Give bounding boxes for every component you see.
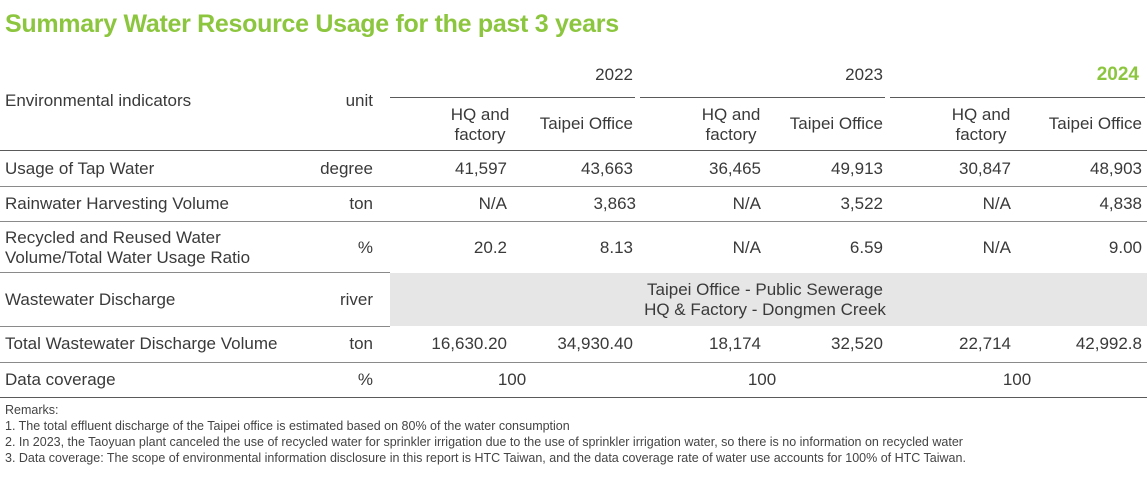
- tap-water-2023-taipei: 49,913: [831, 159, 883, 178]
- rainwater-2023-hq: N/A: [732, 194, 761, 213]
- coverage-2023: 100: [747, 370, 777, 389]
- subheader-hq-2022: HQ and factory: [450, 105, 510, 144]
- table-bottom-line: [0, 397, 1147, 398]
- row-total-wastewater-indicator: Total Wastewater Discharge Volume: [5, 334, 278, 353]
- remark-2: 2. In 2023, the Taoyuan plant canceled t…: [5, 435, 963, 449]
- row-coverage-unit: %: [357, 370, 373, 389]
- rainwater-2022-hq: N/A: [478, 194, 507, 213]
- row-recycled-unit: %: [357, 238, 373, 257]
- recycled-2022-hq: 20.2: [473, 238, 507, 257]
- header-indicator: Environmental indicators: [5, 91, 192, 110]
- remark-1: 1. The total effluent discharge of the T…: [5, 419, 570, 433]
- year-2022: 2022: [595, 65, 633, 84]
- year-2023: 2023: [845, 65, 883, 84]
- recycled-2024-hq: N/A: [982, 238, 1011, 257]
- remarks-heading: Remarks:: [5, 403, 59, 417]
- remark-3: 3. Data coverage: The scope of environme…: [5, 451, 966, 465]
- tap-water-2022-hq: 41,597: [455, 159, 507, 178]
- row-total-wastewater-unit: ton: [349, 334, 373, 353]
- merged-discharge-cell: [390, 273, 1147, 326]
- row-tap-water-unit: degree: [320, 159, 373, 178]
- discharge-destination: Taipei Office - Public Sewerage HQ & Fact…: [644, 280, 886, 319]
- subheader-hq-2023: HQ and factory: [701, 105, 761, 144]
- row-discharge-unit: river: [339, 290, 373, 309]
- row-discharge-indicator: Wastewater Discharge: [5, 290, 176, 309]
- subheader-taipei-2024: Taipei Office: [1048, 114, 1142, 133]
- recycled-2023-hq: N/A: [732, 238, 761, 257]
- total-wastewater-2022-hq: 16,630.20: [431, 334, 507, 353]
- total-wastewater-2024-taipei: 42,992.8: [1075, 334, 1142, 353]
- total-wastewater-2024-hq: 22,714: [959, 334, 1011, 353]
- subheader-taipei-2023: Taipei Office: [789, 114, 883, 133]
- total-wastewater-2022-taipei: 34,930.40: [557, 334, 633, 353]
- tap-water-2022-taipei: 43,663: [581, 159, 633, 178]
- subheader-hq-2024: HQ and factory: [951, 105, 1011, 144]
- row-rainwater-indicator: Rainwater Harvesting Volume: [5, 194, 229, 213]
- tap-water-2023-hq: 36,465: [709, 159, 761, 178]
- row-divider-5: [0, 362, 1147, 363]
- tap-water-2024-hq: 30,847: [959, 159, 1011, 178]
- rainwater-2023-taipei: 3,522: [840, 194, 883, 213]
- page-title: Summary Water Resource Usage for the pas…: [5, 10, 619, 38]
- year-2024: 2024: [1096, 64, 1139, 85]
- row-recycled-indicator: Recycled and Reused Water Volume/Total Wa…: [5, 228, 251, 267]
- rainwater-2024-hq: N/A: [982, 194, 1011, 213]
- header-bottom-line: [0, 150, 1147, 151]
- row-divider-4: [0, 326, 390, 327]
- recycled-2024-taipei: 9.00: [1108, 238, 1142, 257]
- year-underline-2024: [890, 97, 1145, 98]
- rainwater-2022-taipei: 3,863: [593, 194, 636, 213]
- row-tap-water-indicator: Usage of Tap Water: [5, 159, 155, 178]
- row-rainwater-unit: ton: [349, 194, 373, 213]
- subheader-taipei-2022: Taipei Office: [539, 114, 633, 133]
- coverage-2024: 100: [1002, 370, 1032, 389]
- tap-water-2024-taipei: 48,903: [1090, 159, 1142, 178]
- rainwater-2024-taipei: 4,838: [1099, 194, 1142, 213]
- recycled-2023-taipei: 6.59: [849, 238, 883, 257]
- row-divider-1: [0, 186, 1147, 187]
- row-divider-2: [0, 221, 1147, 222]
- recycled-2022-taipei: 8.13: [599, 238, 633, 257]
- year-underline-2023: [640, 97, 885, 98]
- year-underline-2022: [390, 97, 635, 98]
- header-unit: unit: [345, 91, 373, 110]
- row-divider-3: [0, 272, 390, 273]
- total-wastewater-2023-taipei: 32,520: [831, 334, 883, 353]
- coverage-2022: 100: [497, 370, 527, 389]
- total-wastewater-2023-hq: 18,174: [709, 334, 761, 353]
- row-coverage-indicator: Data coverage: [5, 370, 116, 389]
